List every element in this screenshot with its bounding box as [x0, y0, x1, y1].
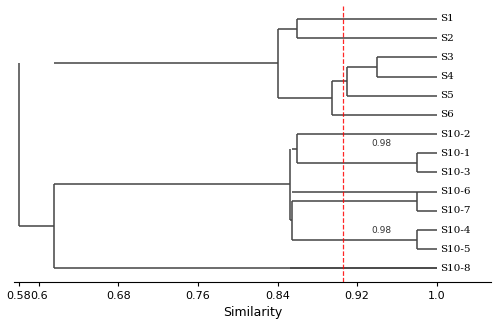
Text: S10-4: S10-4 [440, 226, 470, 235]
Text: S10-7: S10-7 [440, 206, 470, 215]
Text: 0.98: 0.98 [371, 226, 391, 235]
Text: S4: S4 [440, 72, 453, 81]
Text: S10-3: S10-3 [440, 168, 470, 177]
Text: S6: S6 [440, 111, 453, 119]
Text: S10-8: S10-8 [440, 264, 470, 273]
Text: S10-1: S10-1 [440, 149, 470, 158]
Text: S2: S2 [440, 34, 453, 43]
Text: S1: S1 [440, 15, 453, 23]
X-axis label: Similarity: Similarity [223, 306, 282, 319]
Text: S5: S5 [440, 91, 453, 100]
Text: S10-2: S10-2 [440, 130, 470, 139]
Text: S3: S3 [440, 53, 453, 62]
Text: 0.98: 0.98 [371, 139, 391, 148]
Text: S10-5: S10-5 [440, 245, 470, 254]
Text: S10-6: S10-6 [440, 187, 470, 196]
